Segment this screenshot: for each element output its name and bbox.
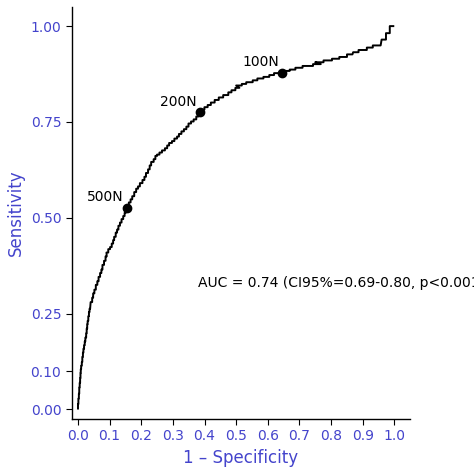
Text: 100N: 100N [242,55,279,69]
Y-axis label: Sensitivity: Sensitivity [7,170,25,256]
Text: AUC = 0.74 (CI95%=0.69-0.80, p<0.001): AUC = 0.74 (CI95%=0.69-0.80, p<0.001) [198,276,474,290]
Text: 200N: 200N [160,94,197,109]
X-axis label: 1 – Specificity: 1 – Specificity [183,449,299,467]
Text: 500N: 500N [87,191,124,204]
